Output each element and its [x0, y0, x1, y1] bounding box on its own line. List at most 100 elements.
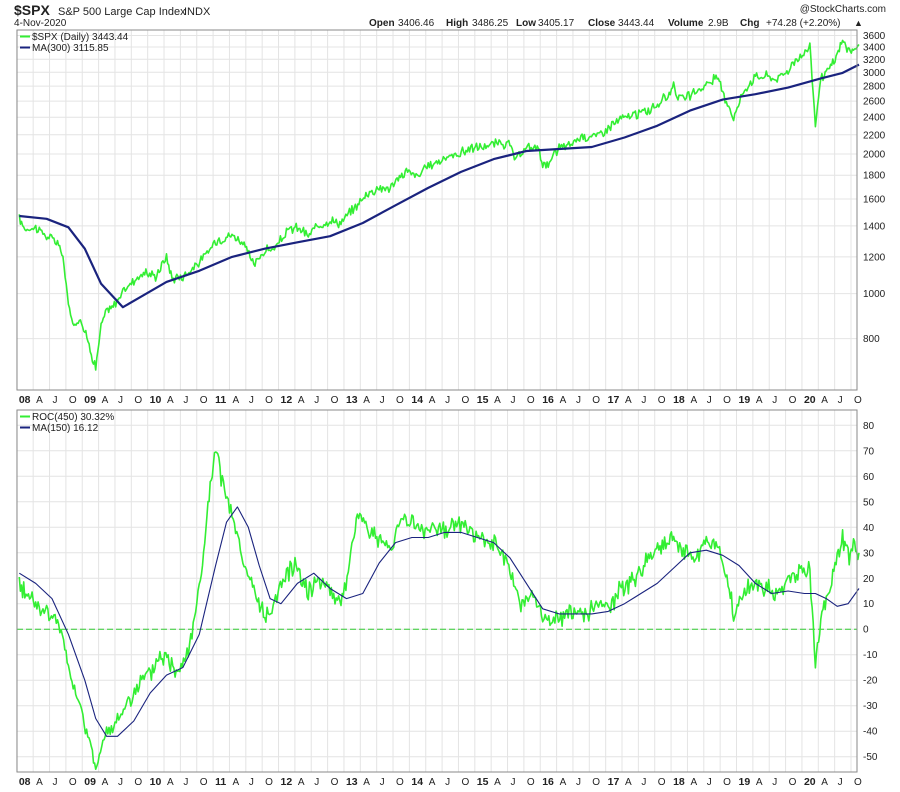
- x-tick-label: J: [249, 777, 254, 788]
- x-tick-label: A: [494, 777, 501, 788]
- chg-value: +74.28 (+2.20%): [766, 18, 841, 29]
- y-tick-label: 3600: [863, 31, 886, 42]
- x-tick-label: A: [429, 777, 436, 788]
- roc-line: [18, 451, 860, 771]
- x-tick-label: J: [183, 395, 188, 406]
- x-tick-label: 11: [215, 776, 226, 788]
- x-tick-label: J: [576, 777, 581, 788]
- roc-legend: ROC(450) 30.32%MA(150) 16.12: [20, 412, 114, 434]
- x-tick-label: 14: [411, 394, 423, 406]
- ma300-line: [19, 63, 860, 309]
- chart-header: $SPX S&P 500 Large Cap Index INDX @Stock…: [14, 2, 886, 29]
- x-tick-label: 16: [542, 394, 554, 406]
- x-tick-label: J: [249, 395, 254, 406]
- x-tick-label: J: [772, 777, 777, 788]
- x-tick-label: 17: [608, 776, 620, 788]
- x-tick-label: J: [838, 395, 843, 406]
- x-tick-label: J: [838, 777, 843, 788]
- x-tick-label: J: [314, 777, 319, 788]
- x-tick-label: A: [363, 777, 370, 788]
- x-tick-label: J: [118, 777, 123, 788]
- y-tick-label: 1600: [863, 194, 886, 205]
- exchange-label: INDX: [184, 6, 211, 18]
- y-tick-label: -30: [863, 701, 878, 712]
- price-panel: 800 1000 1200 1400 1600 1800 2000 2200 2400 2600 2…: [16, 29, 886, 406]
- x-tick-label: J: [707, 395, 712, 406]
- roc-ma150-line: [19, 506, 860, 737]
- y-tick-label: 40: [863, 523, 875, 534]
- x-tick-label: J: [641, 777, 646, 788]
- x-tick-label: A: [494, 395, 501, 406]
- close-label: Close: [588, 18, 616, 29]
- y-tick-label: 30: [863, 548, 875, 559]
- x-tick-label: O: [69, 395, 77, 406]
- price-grid: [16, 30, 857, 390]
- x-tick-label: 12: [281, 394, 293, 406]
- x-tick-label: 13: [346, 776, 358, 788]
- x-tick-label: O: [723, 777, 731, 788]
- y-tick-label: 2800: [863, 82, 886, 93]
- x-tick-label: O: [527, 395, 535, 406]
- y-tick-label: -40: [863, 727, 878, 738]
- x-tick-label: O: [331, 777, 339, 788]
- chg-up-arrow-icon: ▲: [854, 18, 863, 28]
- y-tick-label: 3000: [863, 68, 886, 79]
- low-value: 3405.17: [538, 18, 575, 29]
- x-tick-label: 18: [673, 776, 685, 788]
- x-tick-label: O: [658, 395, 666, 406]
- x-tick-label: A: [821, 395, 828, 406]
- y-tick-label: 2400: [863, 113, 886, 124]
- x-tick-label: O: [396, 777, 404, 788]
- x-tick-label: A: [232, 395, 239, 406]
- x-tick-label: J: [380, 777, 385, 788]
- legend-entry: $SPX (Daily) 3443.44: [32, 32, 129, 43]
- x-tick-label: 12: [281, 776, 293, 788]
- y-tick-label: 3400: [863, 43, 886, 54]
- x-tick-label: 11: [215, 394, 226, 406]
- x-tick-label: J: [53, 777, 58, 788]
- x-tick-label: O: [69, 777, 77, 788]
- x-tick-label: 09: [84, 776, 96, 788]
- y-tick-label: 50: [863, 497, 875, 508]
- x-tick-label: A: [690, 395, 697, 406]
- x-tick-label: A: [690, 777, 697, 788]
- symbol-title: $SPX: [14, 2, 50, 18]
- x-tick-label: A: [560, 395, 567, 406]
- x-tick-label: A: [298, 777, 305, 788]
- x-tick-label: O: [789, 777, 797, 788]
- x-tick-label: O: [723, 395, 731, 406]
- high-value: 3486.25: [472, 18, 509, 29]
- chart-date: 4-Nov-2020: [14, 18, 67, 29]
- roc-grid: [16, 410, 857, 772]
- y-tick-label: 2200: [863, 130, 886, 141]
- x-tick-label: A: [363, 395, 370, 406]
- x-tick-label: A: [102, 777, 109, 788]
- legend-entry: ROC(450) 30.32%: [32, 412, 114, 423]
- x-tick-label: O: [265, 395, 273, 406]
- x-tick-label: A: [625, 395, 632, 406]
- x-tick-label: O: [134, 777, 142, 788]
- x-tick-label: O: [461, 395, 469, 406]
- x-tick-label: 08: [19, 776, 31, 788]
- x-tick-label: O: [331, 395, 339, 406]
- x-tick-label: J: [641, 395, 646, 406]
- x-tick-label: O: [789, 395, 797, 406]
- y-tick-label: 10: [863, 599, 875, 610]
- roc-x-axis: 08 A J O 09 A J O 10 A J O 11 A J O 12 A J O 13 A J O 14 A J O 15 A J O…: [19, 776, 862, 788]
- y-tick-label: -10: [863, 650, 878, 661]
- x-tick-label: O: [265, 777, 273, 788]
- x-tick-label: J: [511, 777, 516, 788]
- y-tick-label: -20: [863, 676, 878, 687]
- roc-panel-frame: [16, 409, 858, 773]
- x-tick-label: O: [527, 777, 535, 788]
- price-y-axis: 800 1000 1200 1400 1600 1800 2000 2200 2400 2600 2…: [863, 31, 886, 345]
- x-tick-label: 16: [542, 776, 554, 788]
- x-tick-label: J: [445, 395, 450, 406]
- x-tick-label: J: [707, 777, 712, 788]
- x-tick-label: 10: [150, 776, 162, 788]
- x-tick-label: 14: [411, 776, 423, 788]
- x-tick-label: A: [102, 395, 109, 406]
- x-tick-label: A: [36, 777, 43, 788]
